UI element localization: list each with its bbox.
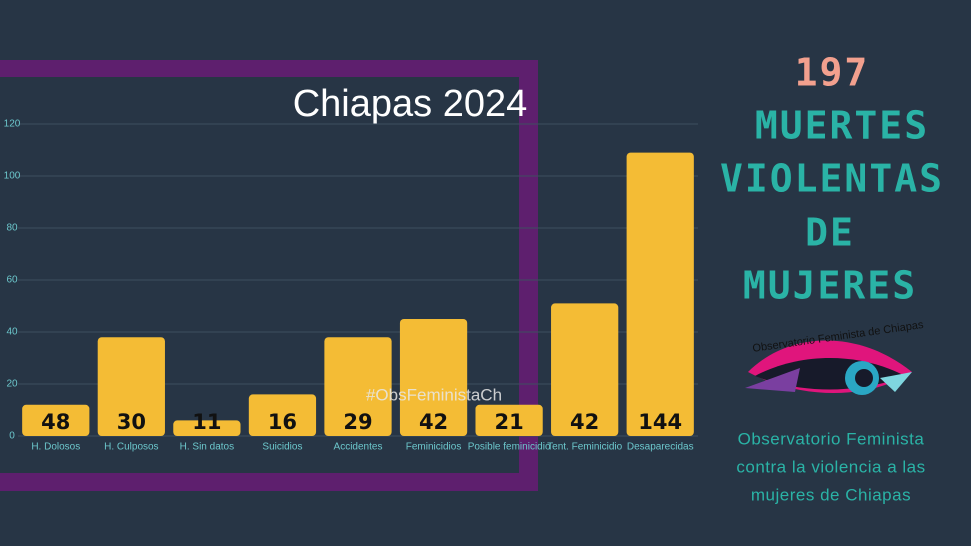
chart-title: Chiapas 2024: [293, 83, 528, 125]
bar: [248, 394, 317, 436]
y-tick-label: 0: [9, 431, 15, 442]
data-label: 29: [343, 410, 372, 434]
data-label: 144: [638, 410, 682, 434]
data-label: 30: [117, 410, 146, 434]
headline: MUERTES: [755, 104, 929, 148]
bar: [626, 152, 694, 436]
data-label: 21: [494, 410, 523, 434]
x-tick-label: Desaparecidas: [627, 442, 694, 453]
y-tick-label: 100: [4, 171, 21, 182]
bar: [22, 404, 90, 436]
bar: [399, 319, 468, 436]
bar: [324, 337, 392, 436]
headline: DE: [805, 211, 855, 255]
description: contra la violencia a las: [736, 457, 925, 476]
x-tick-label: H. Culposos: [104, 442, 158, 453]
x-tick-label: H. Sin datos: [180, 442, 234, 453]
y-tick-label: 120: [4, 119, 21, 130]
data-label: 16: [268, 410, 297, 434]
data-label: 42: [570, 410, 599, 434]
data-label: 48: [41, 410, 70, 434]
data-label: 42: [419, 410, 448, 434]
count: 197: [795, 51, 870, 95]
x-tick-label: Suicidios: [262, 442, 302, 453]
bar: [475, 404, 543, 436]
x-tick-label: Feminicidios: [406, 442, 462, 453]
bar: [97, 337, 165, 436]
x-tick-label: Tent. Feminicidio: [547, 442, 622, 453]
description: Observatorio Feminista: [738, 429, 925, 448]
description: mujeres de Chiapas: [751, 485, 911, 504]
x-tick-label: Posible feminicidio: [468, 442, 551, 453]
headline: VIOLENTAS: [720, 157, 944, 201]
headline: MUJERES: [743, 264, 917, 308]
x-tick-label: H. Dolosos: [31, 442, 80, 453]
y-tick-label: 60: [6, 275, 18, 286]
y-tick-label: 20: [6, 379, 18, 390]
data-label: 11: [192, 410, 221, 434]
y-tick-label: 80: [6, 223, 18, 234]
y-tick-label: 40: [6, 327, 18, 338]
x-tick-label: Accidentes: [334, 442, 383, 453]
watermark: #ObsFeministaCh: [366, 385, 502, 404]
bar: [551, 303, 619, 436]
bar: [173, 420, 241, 436]
